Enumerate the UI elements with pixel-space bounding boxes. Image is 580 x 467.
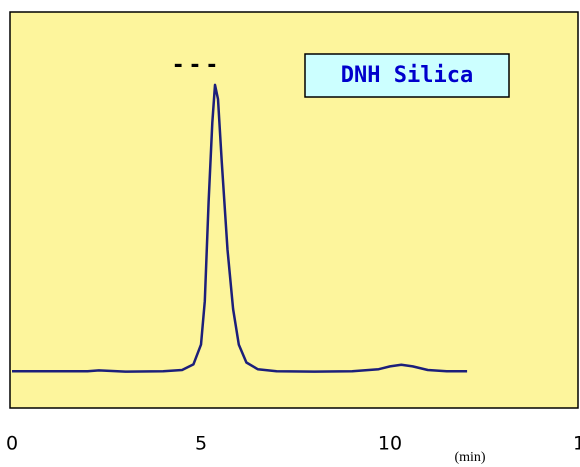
x-tick-label: 1 <box>573 433 580 455</box>
x-tick-label: 0 <box>6 433 18 455</box>
chromatogram-line <box>12 83 468 373</box>
x-axis-label: (min) <box>454 450 485 465</box>
chart-title: DNH Silica <box>341 63 473 88</box>
annotation: - - - <box>174 53 217 78</box>
title-box <box>304 53 510 98</box>
x-tick-label: 10 <box>378 433 402 455</box>
x-tick-label: 5 <box>195 433 207 455</box>
